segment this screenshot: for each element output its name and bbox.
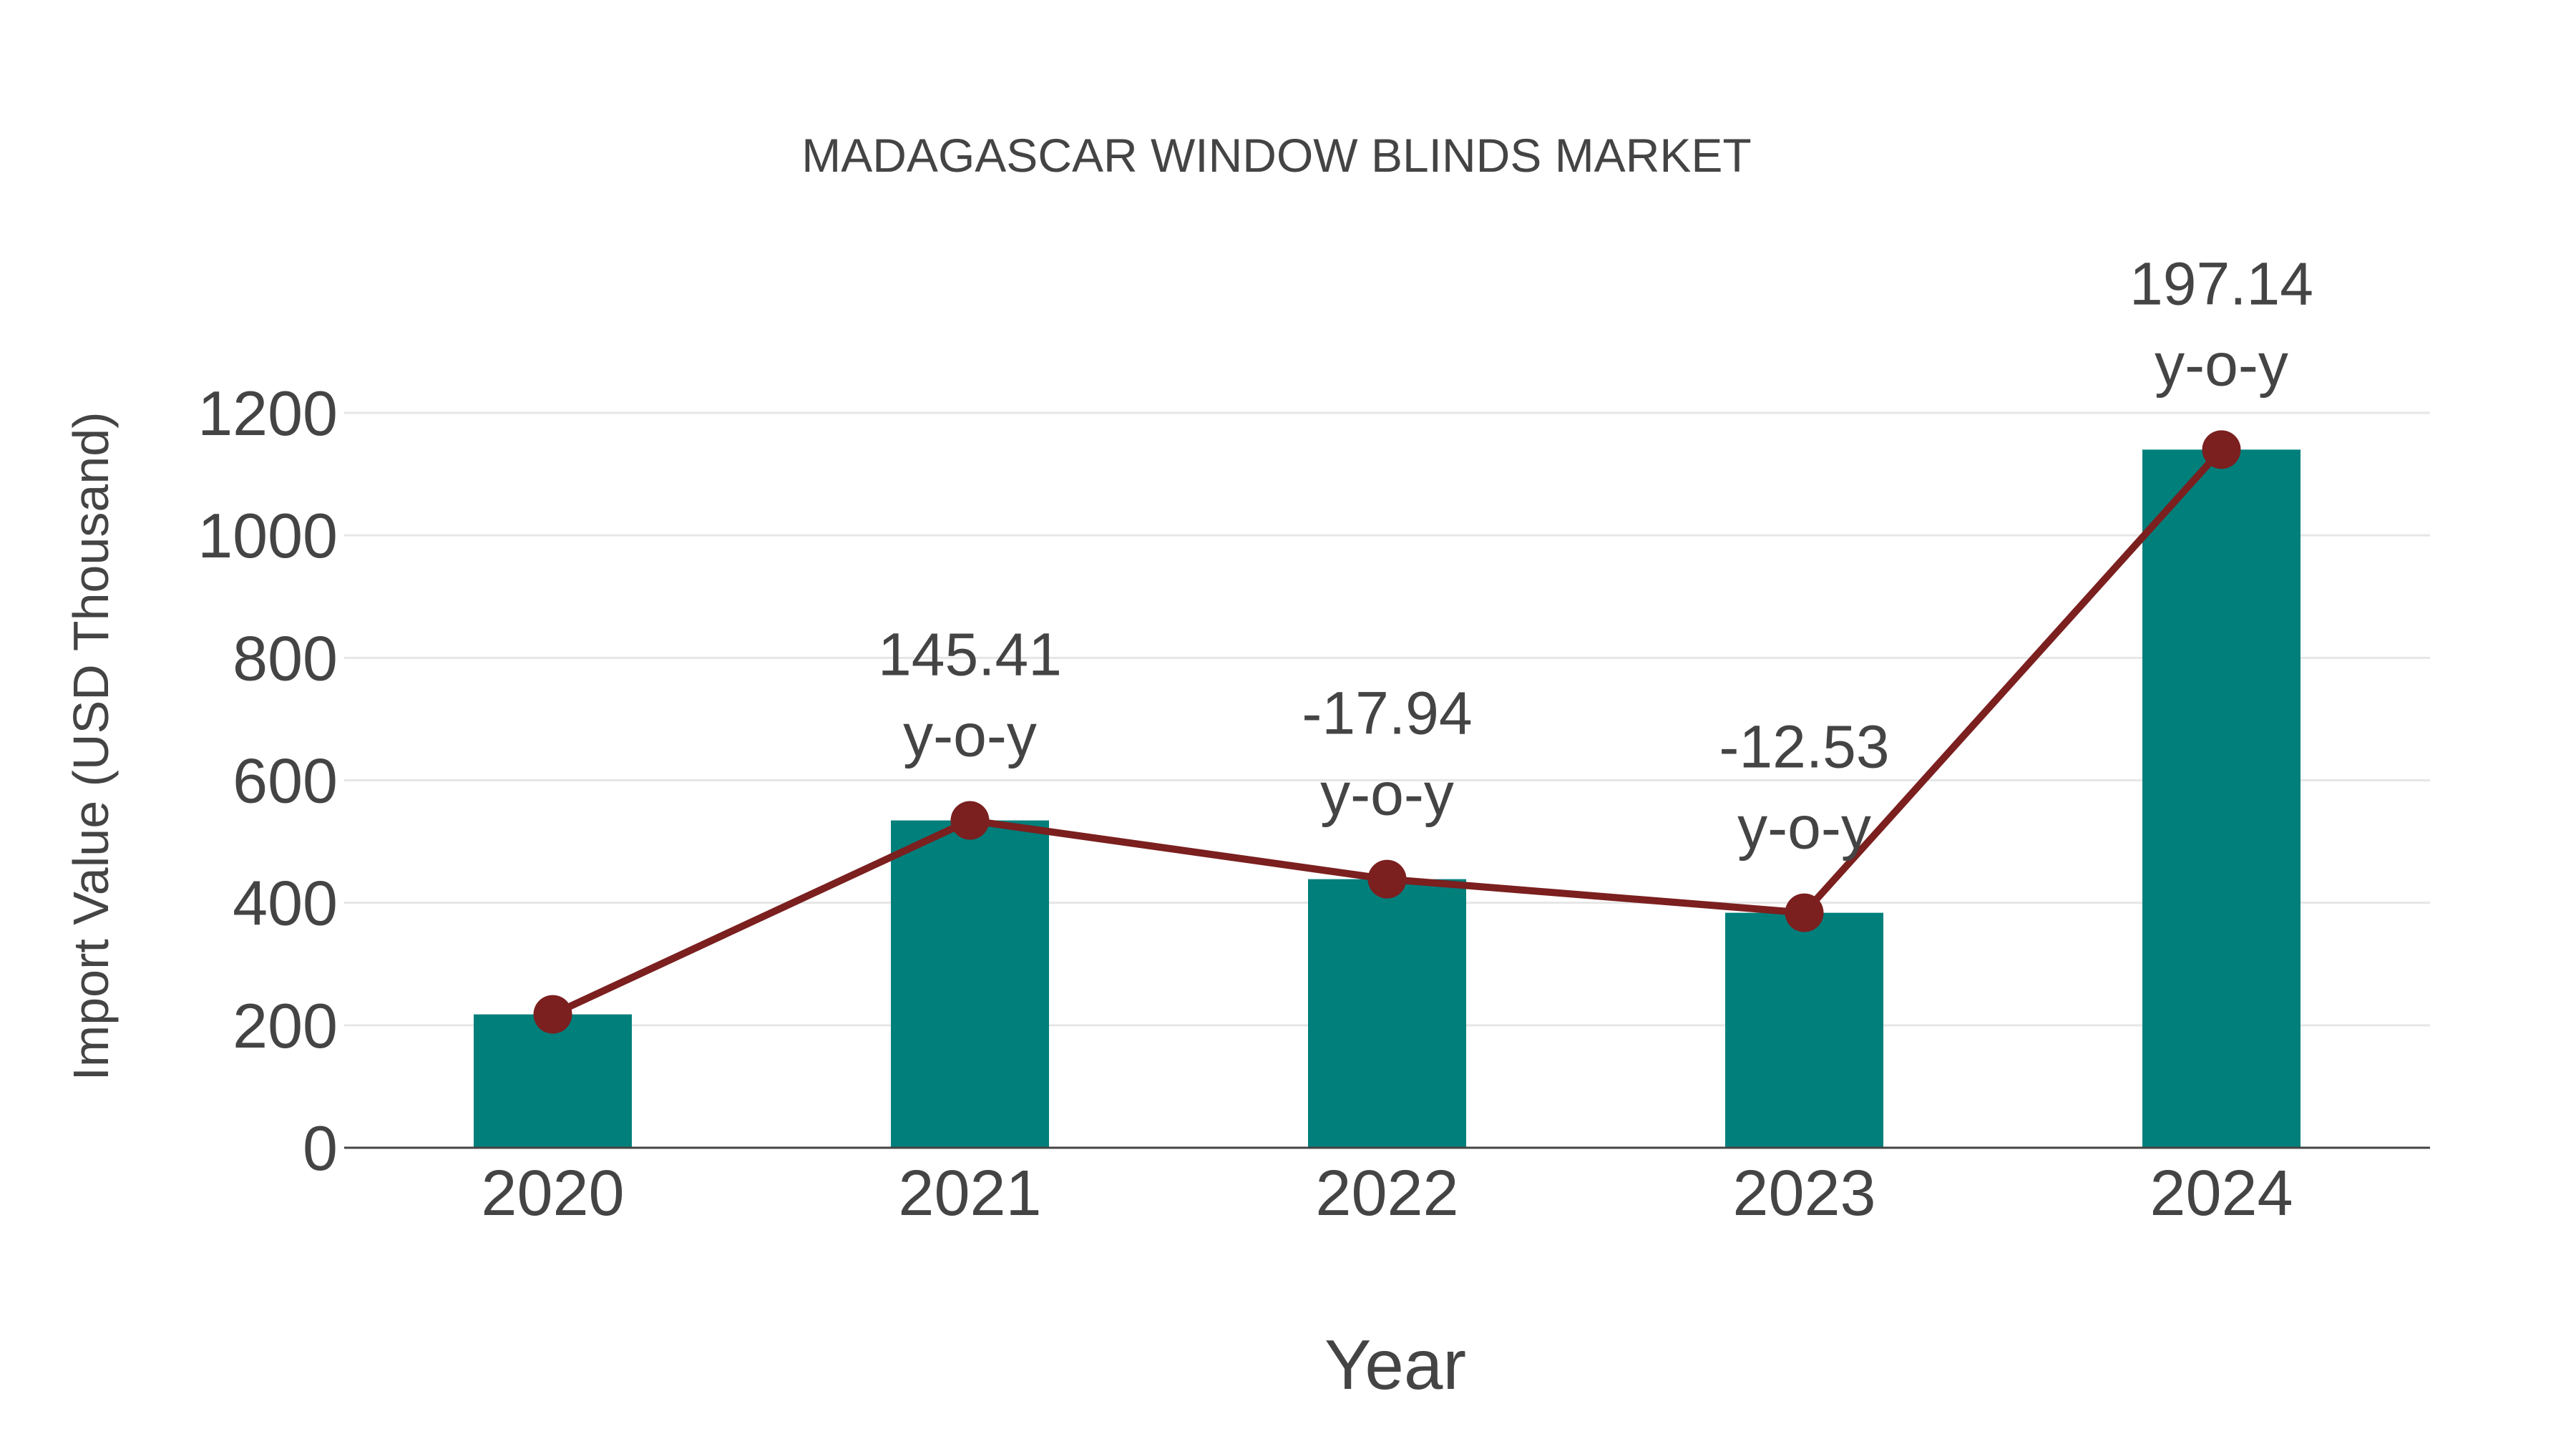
yoy-value-label: 197.14 — [2129, 250, 2313, 317]
bar-2021 — [891, 820, 1049, 1148]
bar-2023 — [1725, 912, 1883, 1148]
y-tick-label: 400 — [233, 868, 338, 939]
y-tick-label: 600 — [233, 746, 338, 816]
yoy-value-label: 145.41 — [878, 621, 1062, 688]
y-tick-label: 1000 — [197, 500, 338, 571]
y-axis-ticks: 0 200 400 600 800 1000 1200 — [197, 378, 338, 1184]
yoy-suffix-label: y-o-y — [1320, 761, 1454, 828]
y-tick-label: 0 — [303, 1113, 338, 1184]
yoy-annotations: 145.41 y-o-y -17.94 y-o-y -12.53 y-o-y 197.14 y… — [878, 250, 2313, 861]
yoy-suffix-label: y-o-y — [2155, 331, 2288, 398]
bar-2020 — [474, 1014, 632, 1148]
x-tick-label: 2023 — [1732, 1158, 1875, 1229]
x-axis-title: Year — [1324, 1325, 1466, 1404]
x-tick-label: 2024 — [2150, 1158, 2293, 1229]
bars — [474, 449, 2301, 1148]
trend-marker-2021 — [950, 801, 990, 840]
yoy-suffix-label: y-o-y — [1737, 794, 1871, 862]
y-tick-label: 200 — [233, 990, 338, 1061]
yoy-value-label: -12.53 — [1719, 713, 1889, 781]
trend-marker-2024 — [2202, 430, 2241, 469]
trend-marker-2022 — [1367, 859, 1407, 899]
x-tick-label: 2021 — [898, 1158, 1041, 1229]
y-axis-title: Import Value (USD Thousand) — [63, 411, 119, 1080]
yoy-suffix-label: y-o-y — [903, 702, 1037, 769]
x-tick-label: 2022 — [1315, 1158, 1458, 1229]
trend-marker-2023 — [1785, 893, 1824, 932]
yoy-value-label: -17.94 — [1302, 680, 1472, 747]
trend-marker-2020 — [533, 995, 572, 1034]
bar-2024 — [2142, 449, 2301, 1148]
x-axis-ticks: 2020 2021 2022 2023 2024 — [481, 1158, 2293, 1229]
gridlines — [344, 411, 2430, 1027]
bar-2022 — [1308, 879, 1466, 1148]
chart-title: MADAGASCAR WINDOW BLINDS MARKET — [801, 129, 1751, 182]
y-tick-label: 800 — [233, 623, 338, 693]
y-tick-label: 1200 — [197, 378, 338, 449]
x-tick-label: 2020 — [481, 1158, 624, 1229]
trend-markers — [533, 430, 2241, 1034]
